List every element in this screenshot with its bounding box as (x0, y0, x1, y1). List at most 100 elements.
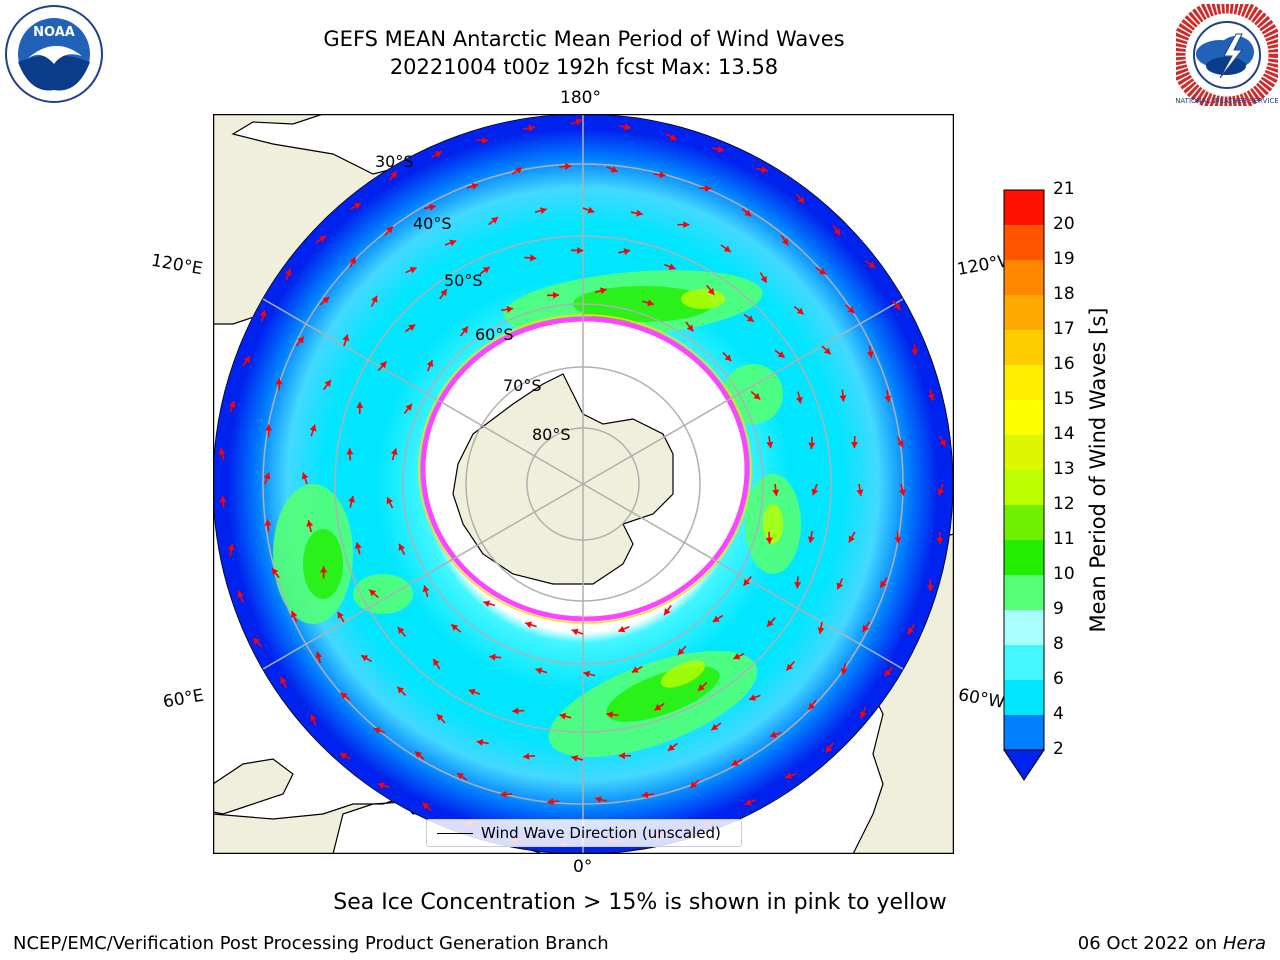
wave-arrow-head (528, 124, 535, 132)
wind-wave-arrows (218, 118, 947, 848)
wave-arrow-head (571, 628, 579, 636)
lon-label-60e: 60°E (161, 685, 206, 713)
wave-arrow-head (624, 123, 631, 131)
wave-arrow-head (433, 658, 440, 666)
wave-arrow-head (667, 744, 675, 751)
wave-arrow-head (340, 692, 348, 700)
wave-arrow-head (253, 638, 260, 645)
graticule (213, 114, 953, 854)
wave-arrow-head (506, 305, 514, 313)
colorbar-swatch (1004, 610, 1044, 645)
wave-arrow-head (354, 203, 361, 210)
colorbar-tick-label: 15 (1053, 389, 1075, 409)
wave-arrow-head (408, 324, 416, 331)
wave-arrow-head (259, 310, 267, 317)
wave-arrow-head (866, 351, 874, 358)
colorbar-tick-label: 17 (1053, 319, 1075, 339)
wave-arrow-head (512, 707, 519, 715)
wave-arrow-head (371, 295, 378, 303)
wave-arrow-head (723, 245, 731, 252)
wave-arrow-head (610, 166, 618, 173)
wave-arrow-head (641, 791, 649, 799)
map-panel: 30°S 40°S 50°S 60°S 70°S 80°S (213, 114, 954, 854)
wave-arrow-head (390, 448, 398, 456)
colorbar-swatch (1004, 435, 1044, 470)
lon-label-180: 180° (560, 88, 601, 108)
wave-arrow-head (539, 207, 547, 215)
wave-arrow-head (552, 291, 560, 299)
wave-arrow-head (346, 448, 354, 455)
footer-machine: Hera (1222, 933, 1266, 954)
wave-arrow-head (733, 653, 741, 660)
wave-arrow-head (227, 543, 235, 551)
wave-arrow-head (796, 307, 804, 315)
wave-arrow-head (808, 702, 816, 710)
wave-arrow-head (839, 395, 847, 402)
lon-label-60w: 60°W (956, 685, 1007, 713)
colorbar-tick-label: 20 (1053, 214, 1075, 234)
wave-arrow-head (690, 781, 697, 788)
wave-arrow-head (765, 537, 773, 544)
wave-arrow-head (243, 356, 251, 364)
wave-arrow-head (373, 727, 381, 734)
wave-arrow-head (577, 246, 584, 254)
wave-arrow-head (263, 472, 271, 480)
wave-arrow-head (500, 790, 507, 798)
wave-arrow-head (777, 351, 785, 358)
wave-arrow-head (449, 239, 457, 247)
wave-arrow-head (397, 627, 405, 634)
wave-arrow-head (451, 624, 459, 631)
wave-arrow-head (668, 263, 676, 270)
wave-arrow-head (275, 378, 283, 385)
wave-arrow-head (348, 495, 355, 503)
wave-arrow-head (559, 712, 567, 720)
wave-arrow-head (851, 441, 859, 449)
wave-arrow-head (322, 296, 330, 304)
wave-arrow-head (390, 171, 397, 179)
wave-arrow-head (483, 600, 491, 608)
wave-arrow-head (833, 228, 840, 236)
wave-arrow-head (631, 666, 639, 673)
wave-arrow-head (659, 171, 666, 179)
wave-arrow-head (926, 584, 934, 592)
wave-arrow-head (471, 182, 479, 190)
colorbar-tick-label: 9 (1053, 599, 1064, 619)
wave-arrow-head (848, 535, 855, 543)
wave-arrow-head (808, 442, 816, 449)
wave-arrow-head (606, 711, 613, 719)
wave-arrow-head (654, 704, 662, 711)
wave-arrow-head (468, 688, 476, 696)
wave-arrow-head (744, 209, 752, 217)
wave-arrow-head (309, 424, 317, 432)
wave-arrow-head (794, 582, 802, 589)
wave-arrow-head (564, 162, 572, 170)
wave-arrow-head (280, 677, 287, 684)
wave-arrow-head (547, 798, 554, 806)
wave-arrow-head (379, 361, 387, 369)
polar-map (213, 114, 954, 854)
colorbar-swatch (1004, 190, 1044, 225)
wave-arrow-head (482, 266, 490, 274)
colorbar-tick-label: 13 (1053, 459, 1075, 479)
colorbar (1003, 189, 1045, 781)
wave-arrow-head (811, 488, 819, 496)
footer-producer: NCEP/EMC/Verification Post Processing Pr… (13, 933, 609, 954)
wave-arrow-head (731, 759, 739, 766)
map-title: GEFS MEAN Antarctic Mean Period of Wind … (323, 27, 845, 51)
wave-arrow-head (785, 772, 792, 779)
map-subtitle: 20221004 t00z 192h fcst Max: 13.58 (389, 55, 779, 79)
wave-arrow-head (683, 221, 690, 229)
wave-arrow-head (797, 196, 805, 204)
wave-arrow-head (515, 167, 523, 174)
wave-arrow-head (894, 537, 902, 544)
colorbar-label: Mean Period of Wind Waves [s] (1086, 307, 1110, 633)
wave-arrow-head (911, 349, 919, 356)
wave-arrow-head (457, 772, 465, 780)
wave-arrow-head (461, 326, 468, 334)
wave-arrow-head (301, 472, 309, 480)
noaa-logo-text: NOAA (33, 25, 75, 40)
wave-arrow-head (409, 266, 417, 274)
wave-arrow-head (717, 145, 725, 153)
legend-label: Wind Wave Direction (unscaled) (481, 824, 721, 842)
wave-arrow-head (405, 403, 412, 411)
